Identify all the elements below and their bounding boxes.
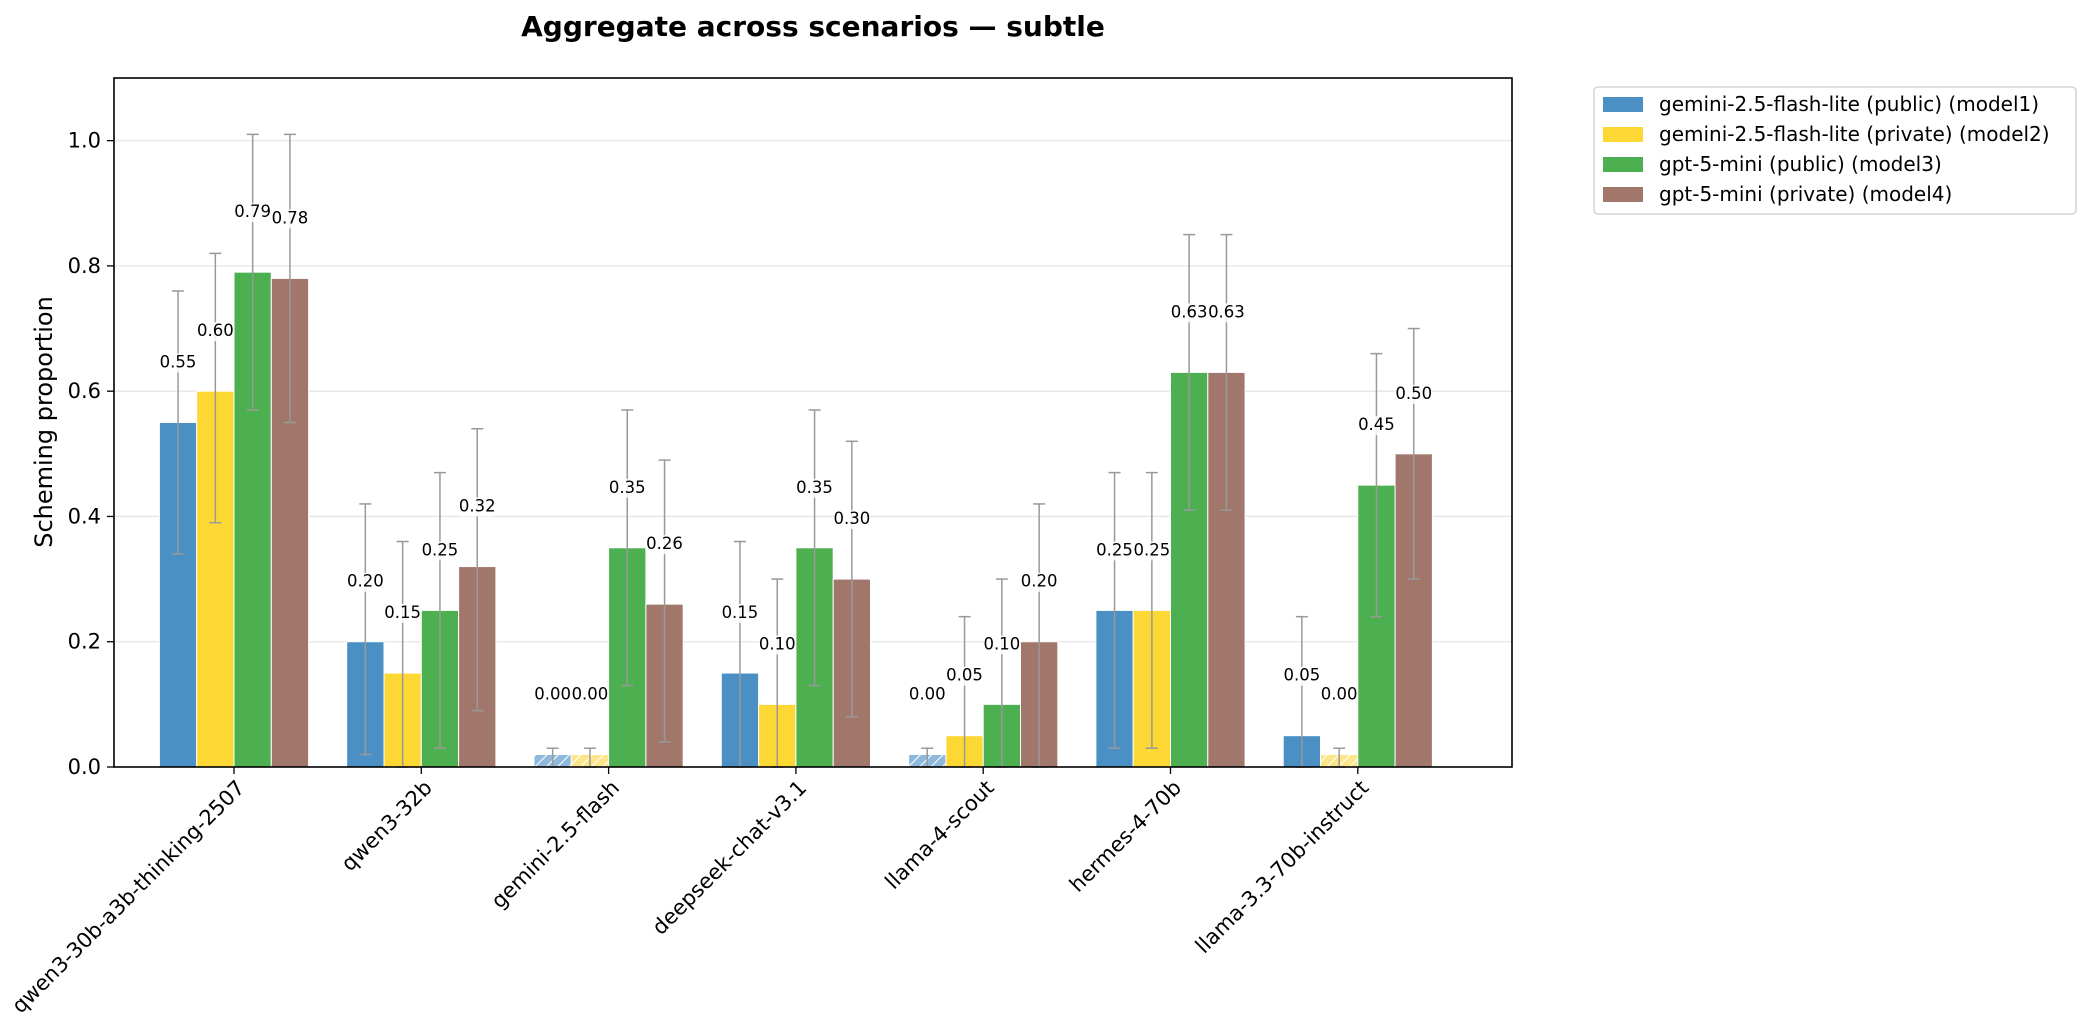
data-label-bg: [796, 478, 833, 498]
data-label-bg: [534, 685, 571, 705]
data-label-bg: [234, 203, 271, 223]
data-label: 0.63: [1171, 302, 1208, 321]
x-axis: qwen3-30b-a3b-thinking-2507 qwen3-32b gemi…: [7, 767, 1373, 1018]
y-tick-label: 1.0: [68, 129, 101, 153]
data-label-bg: [1096, 541, 1133, 561]
x-tick-label: qwen3-32b: [337, 776, 437, 876]
gridlines: [114, 139, 1512, 643]
y-tick-label: 0.6: [68, 379, 101, 403]
data-label: 0.79: [234, 202, 271, 221]
data-label-bg: [983, 635, 1020, 655]
x-tick-label: gemini-2.5-flash: [487, 776, 625, 914]
data-label-bg: [1321, 685, 1358, 705]
data-label-bg: [1021, 572, 1058, 592]
data-label-bg: [421, 541, 458, 561]
data-label-bg: [347, 572, 384, 592]
data-label-bg: [459, 497, 496, 517]
data-label: 0.00: [1321, 684, 1358, 703]
data-label: 0.25: [1133, 540, 1170, 559]
y-tick-label: 0.8: [68, 254, 101, 278]
legend-swatch: [1603, 157, 1643, 172]
legend-frame: [1593, 86, 2077, 215]
data-label: 0.50: [1395, 384, 1432, 403]
data-label-bg: [1208, 303, 1245, 323]
data-label: 0.60: [197, 321, 234, 340]
legend-label: gemini-2.5-flash-lite (private) (model2): [1659, 122, 2050, 146]
legend-swatch: [1603, 97, 1643, 112]
data-label-bg: [759, 635, 796, 655]
data-label: 0.00: [534, 684, 571, 703]
data-label-bg: [384, 604, 421, 624]
y-tick-label: 0.0: [68, 755, 101, 779]
data-label: 0.15: [384, 603, 421, 622]
data-label: 0.20: [347, 572, 384, 591]
data-label-bg: [646, 535, 683, 555]
y-tick-label: 0.4: [68, 504, 101, 528]
data-label-bg: [909, 685, 946, 705]
legend-label: gpt-5-mini (public) (model3): [1659, 152, 1942, 176]
data-label-bg: [160, 353, 197, 373]
data-label: 0.25: [1096, 540, 1133, 559]
chart-title: Aggregate across scenarios — subtle: [521, 10, 1105, 43]
data-label-bg: [609, 478, 646, 498]
data-label: 0.05: [1283, 666, 1320, 685]
data-label-bg: [1133, 541, 1170, 561]
data-label: 0.63: [1208, 302, 1245, 321]
x-tick-label: llama-3.3-70b-instruct: [1191, 776, 1373, 958]
x-tick-label: qwen3-30b-a3b-thinking-2507: [7, 776, 249, 1018]
data-label-bg: [271, 209, 308, 229]
data-label-bg: [571, 685, 608, 705]
legend-label: gemini-2.5-flash-lite (public) (model1): [1659, 92, 2039, 116]
data-label: 0.20: [1021, 572, 1058, 591]
y-axis-title: Scheming proportion: [30, 296, 58, 548]
data-label-bg: [946, 666, 983, 686]
y-tick-label: 0.2: [68, 630, 101, 654]
x-tick-label: deepseek-chat-v3.1: [648, 776, 812, 940]
data-label: 0.26: [646, 534, 683, 553]
x-tick-label: hermes-4-70b: [1065, 776, 1186, 897]
data-label: 0.15: [722, 603, 759, 622]
data-label: 0.25: [422, 540, 459, 559]
data-label: 0.00: [572, 684, 609, 703]
data-label: 0.35: [609, 478, 646, 497]
data-label: 0.10: [983, 634, 1020, 653]
data-label: 0.45: [1358, 415, 1395, 434]
legend-swatch: [1603, 127, 1643, 142]
data-label-bg: [1358, 416, 1395, 436]
data-labels: 0.550.600.79 0.780.200.150.250.320.00 0.00…: [160, 202, 1432, 705]
x-tick-label: llama-4-scout: [880, 776, 998, 894]
plot-frame: [113, 77, 1513, 768]
data-label-bg: [197, 322, 234, 342]
data-label: 0.05: [946, 666, 983, 685]
data-label-bg: [1171, 303, 1208, 323]
legend-label: gpt-5-mini (private) (model4): [1659, 182, 1952, 206]
legend-swatch: [1603, 187, 1643, 202]
data-label: 0.30: [833, 509, 870, 528]
data-label: 0.35: [796, 478, 833, 497]
data-label: 0.78: [272, 208, 309, 227]
y-axis: 0.0 0.2 0.4 0.6 0.8 1.0: [68, 129, 114, 779]
data-label-bg: [833, 510, 870, 530]
legend: gemini-2.5-flash-lite (public) (model1) g…: [1593, 86, 2077, 215]
data-label: 0.00: [909, 684, 946, 703]
data-label-bg: [721, 604, 758, 624]
bars: [158, 271, 1433, 768]
data-label: 0.10: [759, 634, 796, 653]
data-label: 0.55: [160, 352, 197, 371]
data-label-bg: [1395, 384, 1432, 404]
data-label-bg: [1283, 666, 1320, 686]
data-label: 0.32: [459, 497, 496, 516]
